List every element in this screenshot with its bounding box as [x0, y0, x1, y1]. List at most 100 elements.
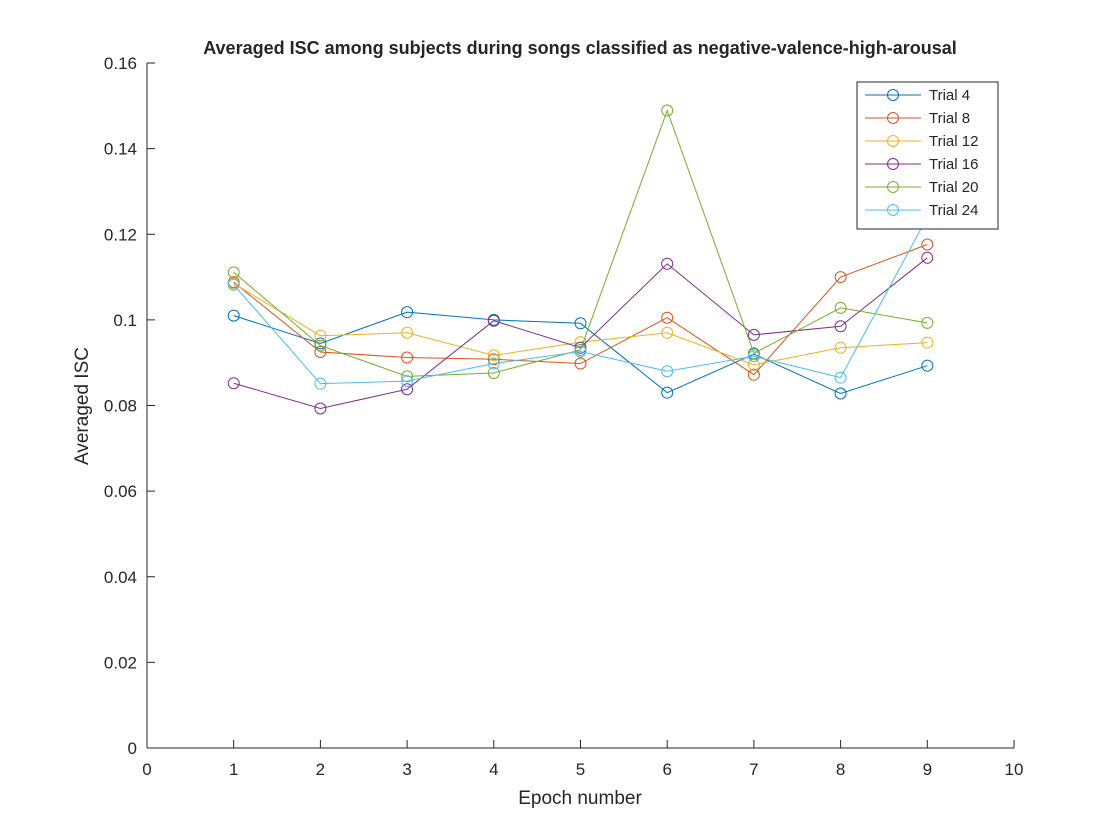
legend-label: Trial 24: [929, 202, 978, 219]
data-point: [834, 271, 847, 284]
legend-label: Trial 4: [929, 87, 970, 104]
x-tick-label: 1: [229, 760, 238, 779]
data-point: [401, 383, 414, 396]
data-point: [314, 377, 327, 390]
series-trial-4: [227, 306, 934, 400]
legend-marker: [887, 181, 899, 193]
y-tick-label: 0.02: [104, 653, 137, 672]
data-point: [314, 329, 327, 342]
data-point: [661, 386, 674, 399]
y-tick-label: 0.04: [104, 568, 137, 587]
data-point: [487, 314, 500, 327]
plot-area: 0 1 2 3 4 5 6 7 8 9 10 0 0.02 0.04 0.06 0.08 0.1 0.12 0.14…: [104, 54, 1024, 779]
data-point: [747, 350, 760, 363]
data-point: [661, 104, 674, 117]
data-point: [661, 365, 674, 378]
data-point: [747, 358, 760, 371]
y-tick-label: 0.08: [104, 397, 137, 416]
x-tick-label: 7: [749, 760, 758, 779]
data-point: [834, 341, 847, 354]
legend-entry-trial-24: Trial 24: [865, 202, 978, 219]
data-point: [661, 257, 674, 270]
data-point: [921, 251, 934, 264]
x-tick-label: 5: [576, 760, 585, 779]
data-point: [227, 278, 240, 291]
x-tick-label: 4: [489, 760, 498, 779]
series-line-trial-16: [233, 257, 928, 410]
data-point: [487, 357, 500, 370]
legend-entry-trial-16: Trial 16: [865, 156, 978, 173]
y-tick-label: 0.14: [104, 140, 137, 159]
data-point: [661, 311, 674, 324]
data-point: [314, 339, 327, 352]
data-point: [574, 317, 587, 330]
data-point: [401, 306, 414, 319]
x-axis-label: Epoch number: [518, 788, 642, 809]
series-trial-20: [227, 104, 934, 383]
data-point: [401, 351, 414, 364]
data-point: [574, 357, 587, 370]
data-point: [401, 375, 414, 388]
data-point: [747, 368, 760, 381]
legend-marker: [887, 89, 899, 101]
data-point: [314, 402, 327, 415]
x-tick-label: 6: [662, 760, 671, 779]
legend-marker: [887, 112, 899, 124]
x-tick-label: 9: [923, 760, 932, 779]
data-point: [661, 326, 674, 339]
legend-label: Trial 20: [929, 179, 978, 196]
x-tick-label: 8: [836, 760, 845, 779]
series-line-trial-4: [233, 311, 928, 395]
legend-entry-trial-20: Trial 20: [865, 179, 978, 196]
data-point: [747, 347, 760, 360]
y-tick-label: 0.1: [113, 311, 137, 330]
y-tick-label: 0.06: [104, 482, 137, 501]
data-point: [834, 301, 847, 314]
x-tick-label: 3: [402, 760, 411, 779]
series-line-trial-8: [233, 244, 928, 376]
data-point: [921, 238, 934, 251]
data-point: [487, 349, 500, 362]
data-point: [227, 377, 240, 390]
data-point: [227, 266, 240, 279]
series-trial-8: [227, 238, 934, 381]
legend: Trial 4 Trial 8 Trial 12 Trial 16 Trial 20 Tr…: [856, 81, 999, 230]
legend-marker: [887, 158, 899, 170]
data-point: [574, 345, 587, 358]
data-point: [834, 371, 847, 384]
data-point: [227, 309, 240, 322]
legend-entry-trial-4: Trial 4: [865, 87, 970, 104]
y-tick-label: 0: [128, 739, 137, 758]
chart-title: Averaged ISC among subjects during songs…: [203, 38, 957, 58]
y-axis-label: Averaged ISC: [72, 347, 93, 465]
data-point: [921, 336, 934, 349]
legend-marker: [887, 204, 899, 216]
x-tick-label: 10: [1005, 760, 1024, 779]
legend-marker: [887, 135, 899, 147]
series-trial-16: [227, 251, 934, 415]
data-point: [401, 370, 414, 383]
x-tick-label: 0: [142, 760, 151, 779]
legend-entry-trial-12: Trial 12: [865, 133, 978, 150]
data-point: [487, 353, 500, 366]
data-point: [314, 345, 327, 358]
legend-label: Trial 8: [929, 110, 970, 127]
y-tick-label: 0.16: [104, 54, 137, 73]
data-point: [401, 326, 414, 339]
legend-entry-trial-8: Trial 8: [865, 110, 970, 127]
series-trial-24: [227, 211, 934, 390]
series-line-trial-24: [233, 216, 928, 385]
y-tick-label: 0.12: [104, 225, 137, 244]
legend-label: Trial 16: [929, 156, 978, 173]
data-point: [921, 359, 934, 372]
data-point: [921, 316, 934, 329]
data-point: [747, 328, 760, 341]
x-tick-label: 2: [316, 760, 325, 779]
series-line-trial-20: [233, 109, 928, 377]
data-point: [834, 387, 847, 400]
data-point: [834, 320, 847, 333]
legend-label: Trial 12: [929, 133, 978, 150]
series-layer: [227, 104, 934, 415]
legend-box: [856, 81, 999, 230]
